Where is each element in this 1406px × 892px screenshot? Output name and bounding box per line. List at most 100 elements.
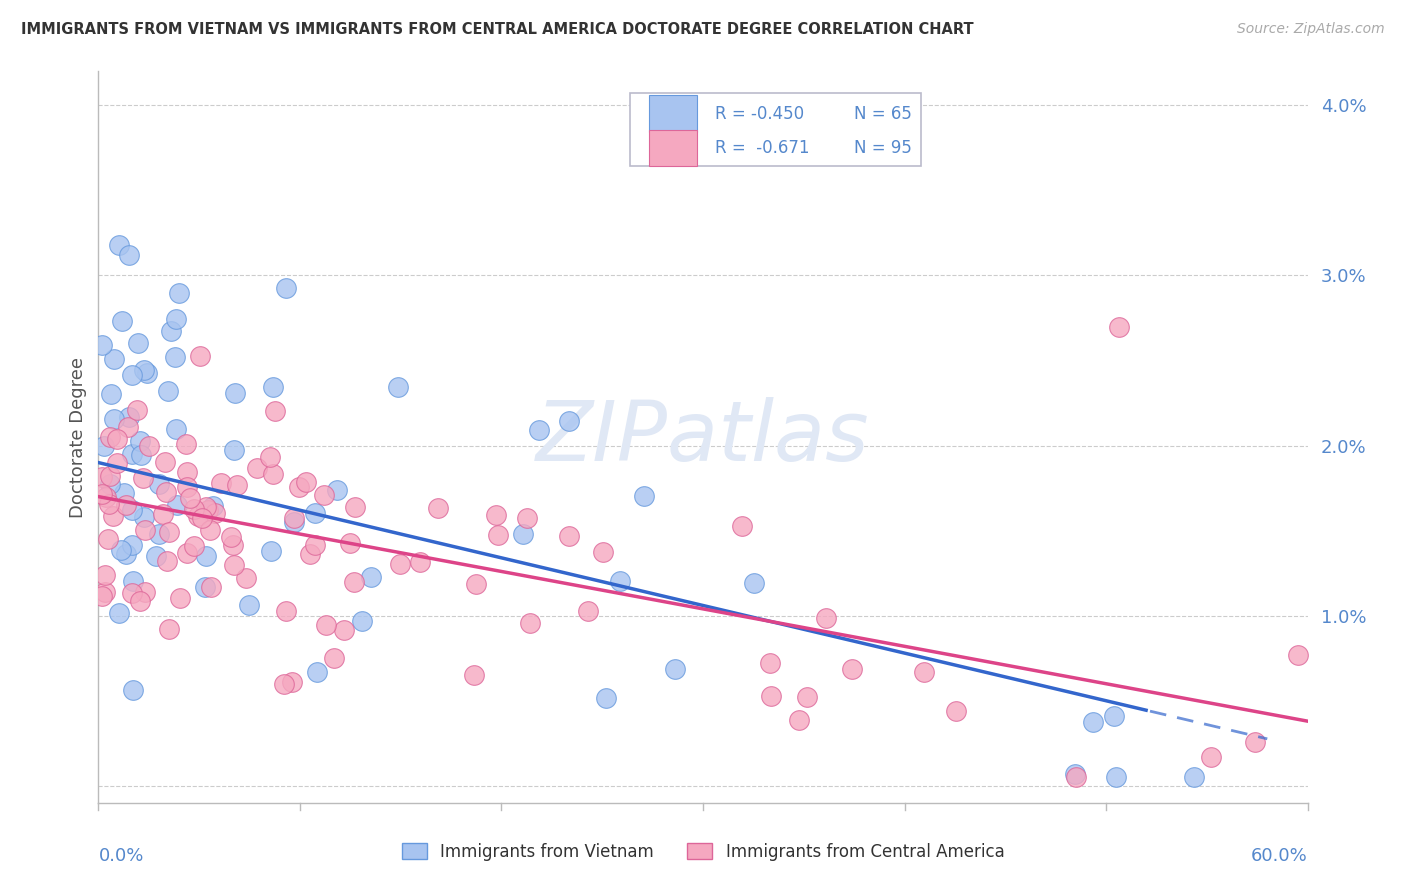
Point	[912, 665, 935, 679]
Point	[274, 604, 297, 618]
Point	[224, 385, 246, 400]
Point	[100, 430, 122, 444]
Point	[91, 338, 114, 352]
Point	[796, 690, 818, 704]
Point	[176, 465, 198, 479]
Point	[283, 516, 305, 530]
Point	[945, 704, 967, 718]
Point	[183, 502, 205, 516]
Bar	[648, 95, 697, 132]
Point	[262, 467, 284, 481]
Point	[527, 423, 550, 437]
Point	[165, 422, 187, 436]
Point	[274, 281, 297, 295]
Point	[245, 460, 267, 475]
Point	[179, 491, 201, 505]
Y-axis label: Doctorate Degree: Doctorate Degree	[69, 357, 87, 517]
Point	[360, 570, 382, 584]
Point	[1199, 750, 1222, 764]
Point	[156, 554, 179, 568]
Point	[165, 350, 187, 364]
Point	[592, 545, 614, 559]
Point	[117, 247, 139, 261]
Point	[259, 450, 281, 465]
Point	[730, 518, 752, 533]
Point	[312, 488, 335, 502]
Point	[426, 500, 449, 515]
Point	[169, 591, 191, 606]
Point	[221, 530, 243, 544]
Point	[194, 549, 217, 563]
Point	[307, 665, 329, 680]
Point	[352, 614, 374, 628]
Point	[409, 555, 432, 569]
Point	[135, 367, 157, 381]
Point	[200, 523, 222, 537]
Point	[93, 439, 115, 453]
Point	[326, 483, 349, 497]
Point	[263, 404, 285, 418]
Point	[94, 490, 117, 504]
Point	[742, 576, 765, 591]
Point	[105, 433, 128, 447]
Point	[512, 527, 534, 541]
Point	[176, 546, 198, 560]
Point	[465, 577, 488, 591]
Text: N = 65: N = 65	[855, 104, 912, 123]
Point	[343, 574, 366, 589]
Point	[94, 585, 117, 599]
Point	[121, 538, 143, 552]
Point	[165, 312, 187, 326]
Point	[485, 508, 508, 522]
Point	[121, 682, 143, 697]
Point	[148, 476, 170, 491]
Text: 60.0%: 60.0%	[1251, 847, 1308, 864]
Point	[91, 469, 114, 483]
Point	[343, 500, 366, 514]
Point	[200, 580, 222, 594]
Point	[194, 580, 217, 594]
Point	[273, 676, 295, 690]
Point	[191, 511, 214, 525]
Point	[97, 532, 120, 546]
Point	[209, 475, 232, 490]
Point	[121, 368, 143, 382]
Point	[190, 349, 212, 363]
Point	[107, 237, 129, 252]
Point	[516, 510, 538, 524]
Point	[134, 509, 156, 524]
Point	[204, 506, 226, 520]
Point	[157, 384, 180, 398]
Point	[201, 499, 224, 513]
Bar	[648, 130, 697, 167]
Point	[114, 498, 136, 512]
Point	[238, 599, 260, 613]
Point	[576, 604, 599, 618]
Point	[633, 490, 655, 504]
Point	[759, 656, 782, 670]
Point	[1105, 770, 1128, 784]
Point	[148, 526, 170, 541]
Point	[157, 622, 180, 636]
Point	[1286, 648, 1309, 663]
Point	[1064, 766, 1087, 780]
Text: N = 95: N = 95	[855, 139, 912, 157]
Point	[155, 484, 177, 499]
Text: ZIPatlas: ZIPatlas	[536, 397, 870, 477]
Point	[1182, 770, 1205, 784]
Point	[558, 529, 581, 543]
Point	[595, 690, 617, 705]
Point	[145, 549, 167, 564]
Point	[128, 594, 150, 608]
Point	[91, 590, 114, 604]
Point	[486, 528, 509, 542]
Point	[103, 351, 125, 366]
Point	[101, 508, 124, 523]
Point	[157, 524, 180, 539]
Point	[100, 387, 122, 401]
Point	[183, 539, 205, 553]
Point	[558, 414, 581, 428]
Point	[262, 380, 284, 394]
Text: R =  -0.671: R = -0.671	[716, 139, 810, 157]
Point	[323, 651, 346, 665]
